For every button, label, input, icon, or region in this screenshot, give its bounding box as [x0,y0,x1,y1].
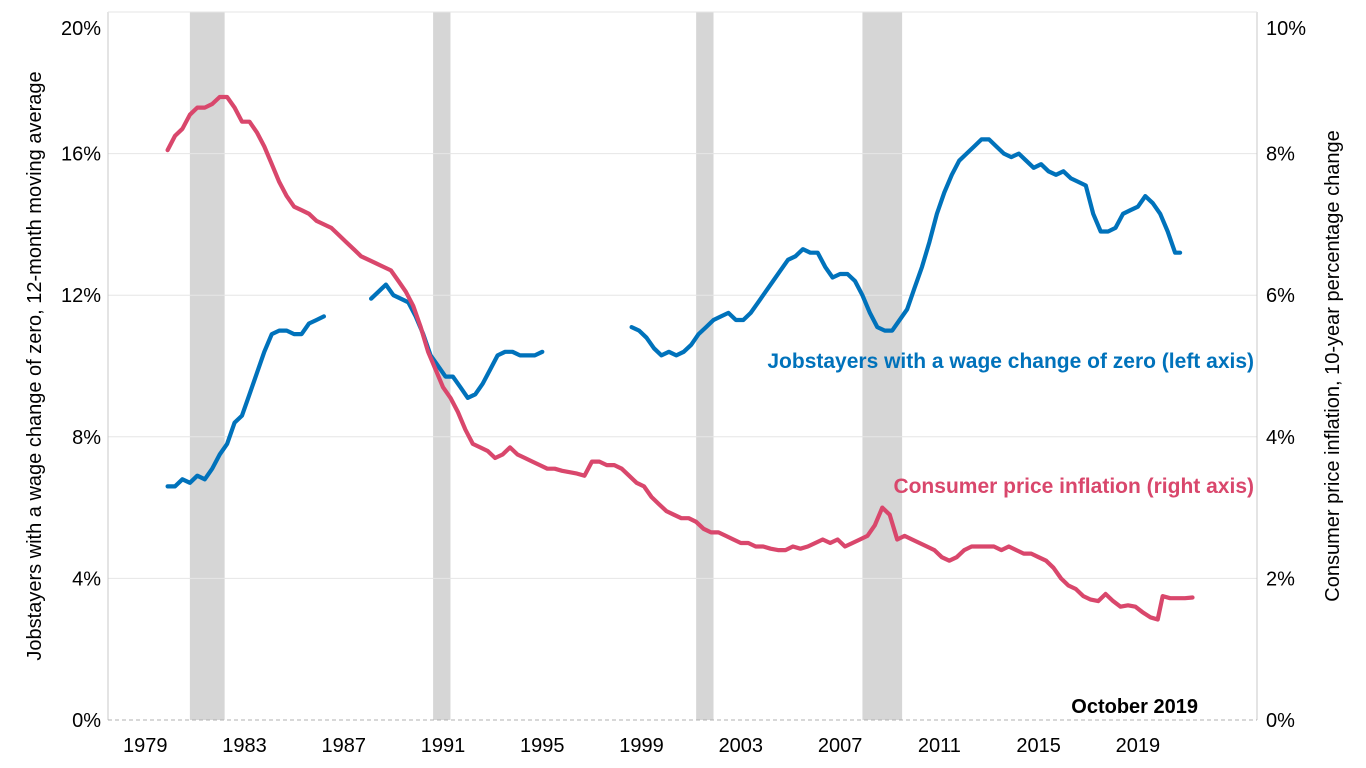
recession-band-1 [433,12,451,720]
right-tick-label-4: 8% [1266,144,1295,166]
left-axis-ticks: 0% 4% 8% 12% 16% 20% [61,18,101,732]
series-lines [165,94,1195,622]
x-axis-ticks: 1979 1983 1987 1991 1995 1999 2003 2007 2011 2015… [123,735,1160,757]
x-tick-label-9: 2015 [1016,735,1061,757]
x-tick-label-2: 1987 [322,735,367,757]
x-tick-label-1: 1983 [222,735,267,757]
left-tick-label-1: 4% [72,568,101,590]
series-1-line-segment-0 [165,94,1195,622]
left-tick-label-4: 16% [61,144,101,166]
right-tick-label-0: 0% [1266,710,1295,732]
x-tick-label-5: 1999 [619,735,664,757]
date-note: October 2019 [1071,696,1198,718]
plot-frame [107,11,1258,721]
x-tick-label-4: 1995 [520,735,565,757]
right-tick-label-5: 10% [1266,18,1306,40]
x-tick-label-7: 2007 [818,735,863,757]
recession-bands [189,12,903,720]
x-tick-label-6: 2003 [719,735,764,757]
recession-band-0 [189,12,225,720]
left-axis-title: Jobstayers with a wage change of zero, 1… [24,71,46,660]
right-axis-ticks: 0% 2% 4% 6% 8% 10% [1266,18,1306,732]
x-tick-label-0: 1979 [123,735,168,757]
series-label-jobstayers: Jobstayers with a wage change of zero (l… [767,350,1254,373]
recession-band-2 [696,12,714,720]
left-tick-label-0: 0% [72,710,101,732]
left-tick-label-3: 12% [61,285,101,307]
right-axis-title: Consumer price inflation, 10-year percen… [1322,130,1344,601]
right-tick-label-3: 6% [1266,285,1295,307]
series-0-line-segment-0 [165,314,326,489]
left-tick-label-5: 20% [61,18,101,40]
right-tick-label-2: 4% [1266,427,1295,449]
recession-band-3 [862,12,903,720]
x-tick-label-10: 2019 [1116,735,1161,757]
x-tick-label-3: 1991 [421,735,466,757]
series-0-line-segment-2 [629,137,1183,358]
left-tick-label-2: 8% [72,427,101,449]
x-tick-label-8: 2011 [918,735,961,757]
series-label-cpi: Consumer price inflation (right axis) [893,475,1254,498]
right-tick-label-1: 2% [1266,568,1295,590]
series-0-line-segment-1 [369,282,545,400]
